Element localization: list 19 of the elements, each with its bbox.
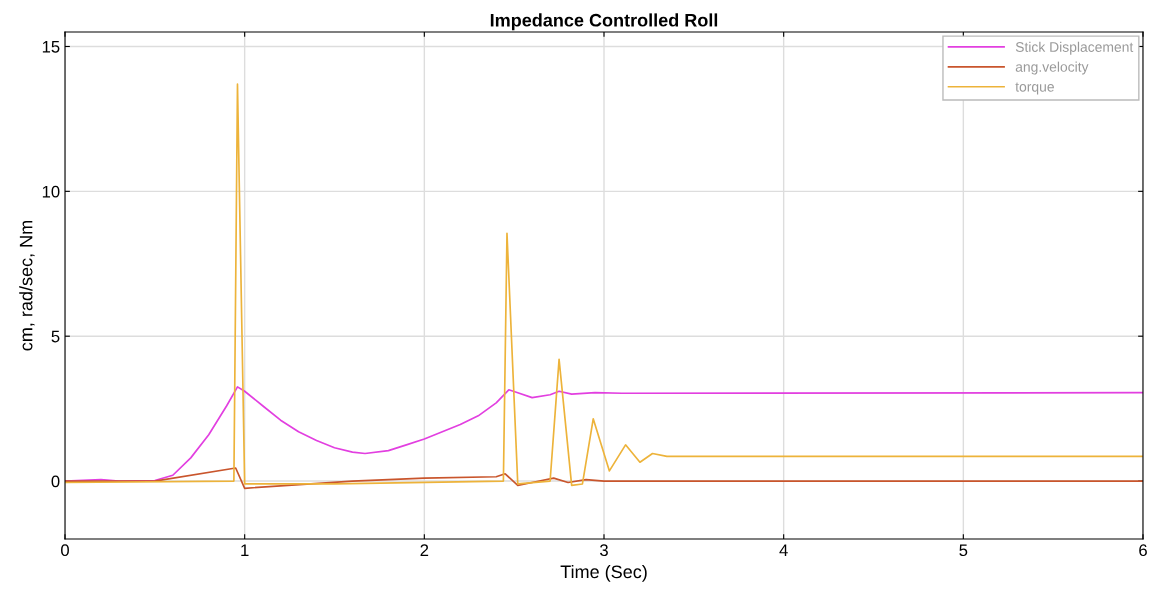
y-tick-label: 15 [42,41,60,53]
y-tick-label: 10 [42,185,60,198]
y-axis-title: cm, rad/sec, Nm [19,220,35,351]
x-tick-label: 2 [420,544,429,556]
line-series [65,83,1143,487]
x-tick-label: 5 [959,544,968,557]
legend-label: Stick Displacement [1015,41,1134,55]
y-tick-label: 0 [51,475,60,488]
chart-title: Impedance Controlled Roll [490,13,718,31]
x-tick-label: 1 [241,544,249,556]
y-tick-label: 5 [51,330,60,343]
line-series [65,467,1143,490]
x-tick-label: 0 [61,544,69,557]
x-tick-label: 4 [779,544,788,556]
x-tick-label: 6 [1139,544,1147,557]
x-axis-title: Time (Sec) [560,564,647,582]
legend-label: ang.velocity [1015,61,1089,75]
x-tick-label: 3 [600,544,608,557]
legend-label: torque [1015,82,1054,95]
